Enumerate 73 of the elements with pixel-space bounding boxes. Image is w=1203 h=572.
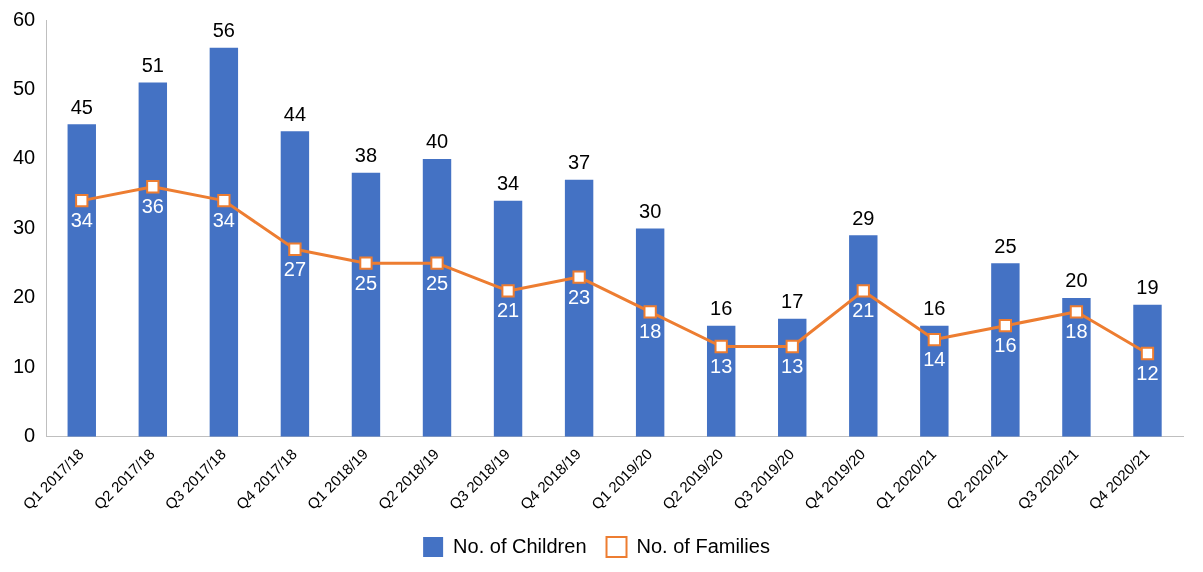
point <box>75 193 89 208</box>
data-label: 34 <box>212 209 235 232</box>
data-label: 19 <box>1136 276 1159 299</box>
data-label: 25 <box>425 271 449 294</box>
data-label: 51 <box>141 54 164 77</box>
data-label: 16 <box>994 334 1017 357</box>
bar <box>209 47 239 437</box>
data-label: 14 <box>923 348 946 371</box>
y-tick-label: 10 <box>13 354 36 377</box>
data-label: 29 <box>852 206 875 229</box>
legend-label: No. of Children <box>453 534 587 557</box>
data-label: 16 <box>710 297 733 320</box>
data-label: 37 <box>567 151 591 174</box>
bar <box>1062 297 1091 437</box>
data-label: 25 <box>354 271 378 294</box>
y-tick-label: 40 <box>13 146 36 169</box>
data-label: 30 <box>639 199 662 222</box>
data-label: 21 <box>852 299 875 322</box>
bar <box>778 318 807 437</box>
bar <box>635 228 665 437</box>
y-tick-label: 30 <box>13 215 36 238</box>
data-label: 38 <box>354 144 378 167</box>
bar <box>991 263 1020 437</box>
point <box>572 270 586 284</box>
bar <box>493 200 523 437</box>
data-label: 23 <box>567 285 591 308</box>
point <box>501 284 515 298</box>
point <box>288 242 302 256</box>
data-label: 27 <box>283 257 307 280</box>
data-label: 17 <box>781 290 804 313</box>
data-label: 20 <box>1065 269 1088 292</box>
point <box>643 305 657 319</box>
bar <box>849 235 878 437</box>
point <box>146 180 160 194</box>
bar <box>920 325 949 437</box>
data-label: 44 <box>283 102 307 125</box>
bar <box>280 131 310 437</box>
bar <box>138 82 168 437</box>
bar <box>351 172 381 437</box>
y-tick-label: 60 <box>13 7 36 30</box>
point <box>430 256 444 270</box>
data-label: 13 <box>710 355 733 378</box>
data-label: 45 <box>70 95 93 118</box>
bar <box>564 179 594 437</box>
bar <box>422 158 452 437</box>
y-tick-label: 50 <box>13 76 36 99</box>
data-label: 34 <box>496 172 520 195</box>
data-label: 34 <box>70 209 93 232</box>
data-label: 18 <box>639 320 662 343</box>
bar <box>1133 304 1162 437</box>
point <box>359 256 373 270</box>
data-label: 16 <box>923 297 946 320</box>
point <box>714 339 728 354</box>
data-label: 56 <box>212 19 235 42</box>
data-label: 12 <box>1136 361 1159 384</box>
point <box>1140 346 1155 361</box>
bar <box>706 325 736 437</box>
point <box>998 319 1013 333</box>
legend-label: No. of Families <box>636 534 770 557</box>
y-tick-label: 20 <box>13 285 36 308</box>
data-label: 25 <box>994 234 1017 257</box>
data-label: 21 <box>496 299 520 322</box>
point <box>927 332 941 347</box>
point <box>217 193 231 208</box>
point <box>856 284 870 298</box>
data-label: 13 <box>781 355 804 378</box>
data-label: 18 <box>1065 320 1088 343</box>
data-label: 36 <box>141 195 164 218</box>
bar <box>67 124 96 437</box>
y-tick-label: 0 <box>24 424 36 447</box>
point <box>785 339 799 354</box>
point <box>1069 305 1084 319</box>
data-label: 40 <box>425 130 449 153</box>
